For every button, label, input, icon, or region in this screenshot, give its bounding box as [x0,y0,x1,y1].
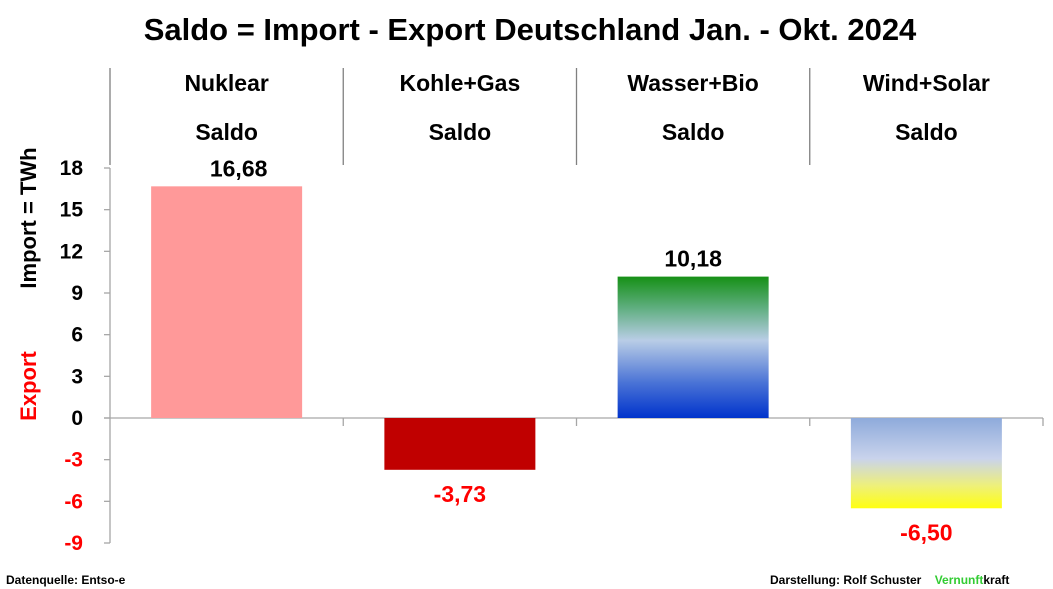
y-tick-label: 15 [60,199,84,222]
y-axis-label-import: Import = TWh [16,147,41,288]
chart-title: Saldo = Import - Export Deutschland Jan.… [144,12,917,47]
footer-source: Datenquelle: Entso-e [6,573,126,587]
y-tick-label: 12 [60,240,83,263]
category-sublabel: Saldo [662,119,725,145]
data-label: 16,68 [210,155,268,181]
bar-wind [850,418,1002,509]
y-axis-label-export: Export [16,350,41,420]
category-sublabel: Saldo [429,119,492,145]
bar-nuklear [151,186,303,418]
category-label: Kohle+Gas [399,70,520,96]
data-label: -3,73 [434,481,486,507]
bar-wasser [617,276,769,418]
y-tick-label: -6 [64,490,83,513]
y-ticks-group: 18 15 12 9 6 3 0 -3 -6 -9 [60,157,110,555]
y-tick-label: 6 [71,324,83,347]
category-sublabel: Saldo [895,119,958,145]
data-label: -6,50 [900,519,952,545]
y-tick-label: -3 [64,449,83,472]
category-label: Wind+Solar [863,70,990,96]
footer-brand-black: kraft [983,573,1010,587]
category-headers-group: Nuklear Saldo Kohle+Gas Saldo Wasser+Bio Sald… [184,70,989,145]
y-tick-label: 0 [71,407,83,430]
footer-credit: Darstellung: Rolf Schuster Vernunftkraft [770,573,1009,587]
bars-group [151,186,1002,509]
bar-kohle [384,418,536,470]
footer-brand-green: Vernunft [934,573,984,587]
y-tick-label: -9 [64,532,83,555]
data-labels-group: 16,68 -3,73 10,18 -6,50 [210,155,953,545]
y-tick-label: 3 [71,365,83,388]
y-tick-label: 18 [60,157,84,180]
y-tick-label: 9 [71,282,83,305]
category-sublabel: Saldo [195,119,258,145]
category-label: Nuklear [184,70,268,96]
category-label: Wasser+Bio [627,70,758,96]
data-label: 10,18 [664,246,722,272]
footer-credit-text: Darstellung: Rolf Schuster [770,573,922,587]
